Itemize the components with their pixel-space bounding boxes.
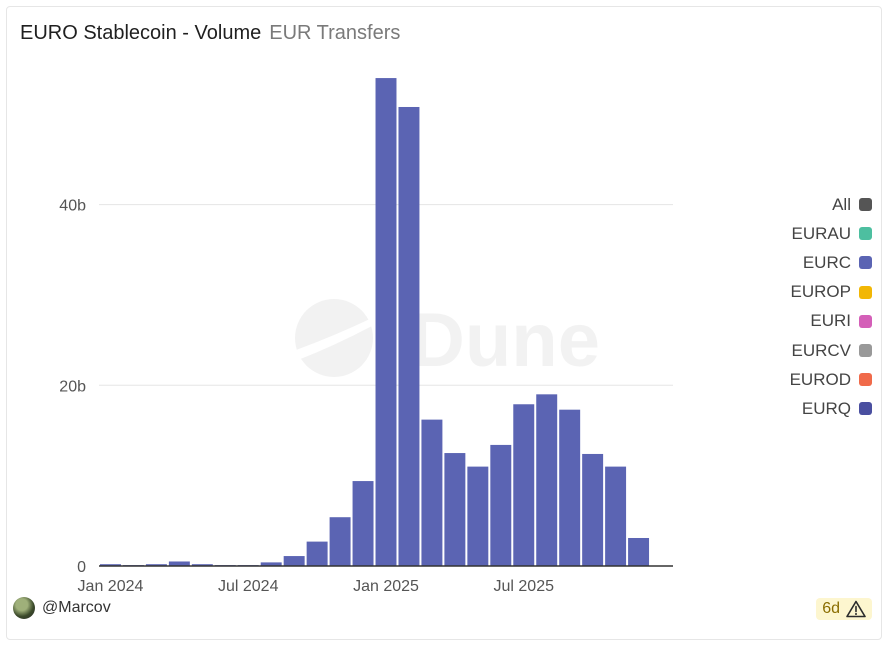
chart-title: EURO Stablecoin - Volume (20, 22, 262, 44)
legend-item[interactable]: All (790, 190, 872, 219)
legend-swatch (859, 373, 872, 387)
legend-item[interactable]: EURC (790, 248, 872, 277)
x-tick-label: Jul 2024 (218, 578, 279, 595)
chart-card: EURO Stablecoin - Volume EUR Transfers (6, 6, 882, 640)
avatar[interactable] (13, 597, 35, 619)
legend-item[interactable]: EURAU (790, 219, 872, 248)
bar-eurc (329, 517, 351, 566)
author[interactable]: @Marcov (13, 597, 111, 619)
chart-legend: All EURAU EURC EUROP EURI EURCV EUROD EURQ (790, 190, 872, 424)
legend-label: EURC (802, 252, 851, 272)
bar-eurc (191, 564, 213, 566)
age-badge-text: 6d (822, 600, 840, 617)
legend-label: All (832, 194, 851, 214)
legend-swatch (859, 198, 872, 212)
bar-eurc (145, 564, 167, 566)
legend-swatch (859, 402, 872, 416)
bar-eurc (421, 419, 443, 566)
bar-eurc (536, 394, 558, 566)
warning-icon (846, 600, 866, 618)
bar-eurc (582, 453, 604, 566)
legend-swatch (859, 344, 872, 358)
bar-eurc (100, 564, 121, 566)
author-username[interactable]: @Marcov (42, 599, 111, 616)
x-tick-label: Jan 2024 (78, 578, 144, 595)
chart-header: EURO Stablecoin - Volume EUR Transfers (20, 22, 400, 45)
legend-swatch (859, 314, 872, 328)
legend-label: EUROP (790, 282, 851, 302)
bar-eurc (283, 556, 305, 566)
bar-eurc (513, 404, 535, 566)
bar-eurc (467, 466, 489, 566)
bar-eurc (260, 562, 282, 566)
bar-eurc (490, 444, 512, 566)
x-tick-label: Jul 2025 (494, 578, 555, 595)
bar-eurc (398, 106, 420, 566)
legend-item[interactable]: EURI (790, 307, 872, 336)
bar-eurc (444, 453, 466, 566)
stale-age-badge[interactable]: 6d (816, 598, 872, 620)
legend-label: EURAU (791, 223, 851, 243)
legend-label: EUROD (789, 369, 851, 389)
y-tick-label: 40b (59, 198, 86, 215)
x-tick-label: Jan 2025 (353, 578, 419, 595)
legend-swatch (859, 227, 872, 241)
legend-item[interactable]: EUROP (790, 278, 872, 307)
legend-item[interactable]: EURQ (790, 394, 872, 423)
y-tick-label: 20b (59, 378, 86, 395)
bar-eurc (559, 409, 581, 566)
bar-eurc (605, 466, 627, 566)
legend-item[interactable]: EURCV (790, 336, 872, 365)
svg-text:Dune: Dune (410, 298, 600, 383)
legend-label: EURCV (791, 340, 851, 360)
dune-logo-watermark: Dune (295, 298, 600, 383)
bar-eurc (352, 481, 374, 566)
chart-subtitle: EUR Transfers (269, 22, 401, 44)
bar-eurc (375, 78, 397, 567)
legend-swatch (859, 256, 872, 270)
legend-label: EURQ (801, 398, 851, 418)
y-tick-label: 0 (77, 559, 86, 576)
legend-label: EURI (810, 311, 851, 331)
bar-eurc (628, 537, 650, 566)
legend-item[interactable]: EUROD (790, 365, 872, 394)
bar-eurc (306, 541, 328, 566)
legend-swatch (859, 285, 872, 299)
bar-eurc (168, 561, 190, 566)
